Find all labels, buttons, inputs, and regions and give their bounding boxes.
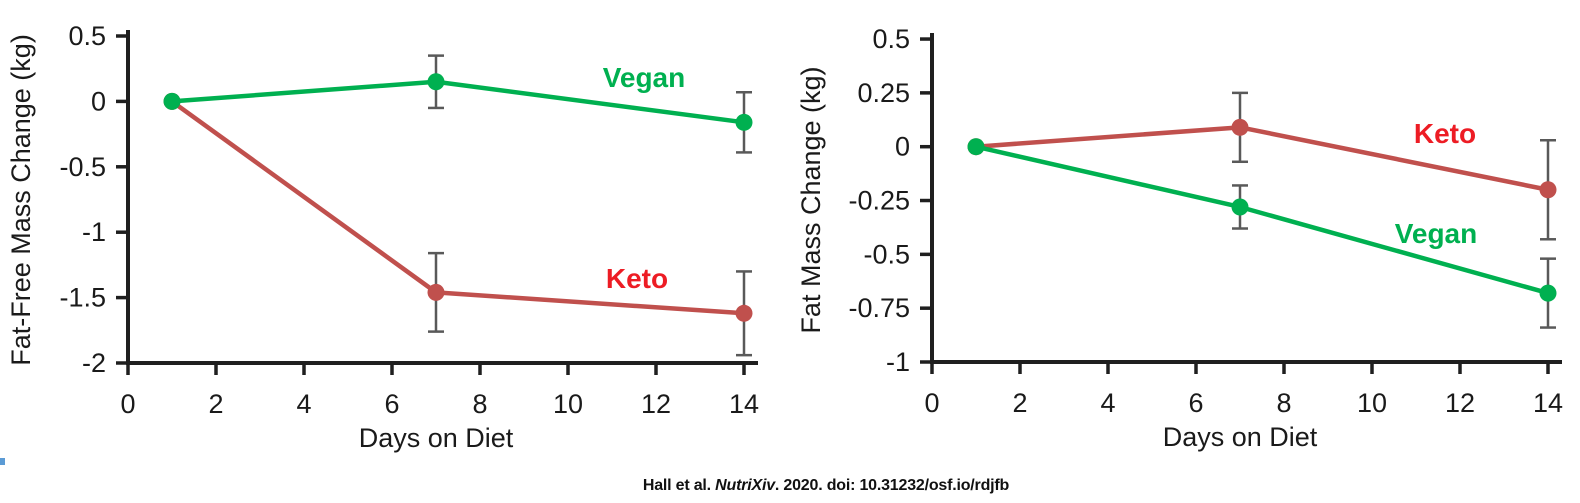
x-tick-label: 14 [729,389,759,419]
y-tick-label: -1 [886,347,910,377]
y-tick-label: -0.5 [59,152,106,182]
left-chart-fat-free-mass: 0.5 0 -0.5 -1 -1.5 -2 0 2 4 6 8 10 12 14 Fat-Free Mass… [6,21,759,453]
series-label-keto: Keto [606,263,668,294]
x-tick-label: 12 [641,389,671,419]
series-label-keto: Keto [1414,118,1476,149]
y-tick-label: 0.5 [872,24,910,54]
x-tick-label: 6 [1188,388,1203,418]
caption-journal: NutriXiv [715,477,775,494]
x-tick-label: 0 [120,389,135,419]
y-tick-label: -1.5 [59,283,106,313]
x-tick-label: 8 [472,389,487,419]
data-point-vegan-day1 [163,92,181,110]
y-tick-label: -0.25 [848,186,910,216]
data-point-keto-day14 [735,304,753,322]
x-axis-title: Days on Diet [359,423,514,453]
x-tick-label: 6 [384,389,399,419]
x-tick-label: 10 [1357,388,1387,418]
y-tick-label: 0 [895,132,910,162]
x-tick-label: 8 [1276,388,1291,418]
caption-authors: Hall et al. [642,477,716,494]
x-tick-label: 4 [1100,388,1115,418]
x-tick-label: 0 [924,388,939,418]
x-tick-label: 14 [1533,388,1563,418]
data-point-vegan-day7 [427,73,445,91]
y-axis-title: Fat Mass Change (kg) [796,66,826,333]
y-tick-label: 0.25 [857,78,910,108]
data-point-keto-day7 [427,283,445,301]
caption-doi: . 2020. doi: 10.31232/osf.io/rdjfb [774,477,1010,494]
y-tick-label: 0.5 [68,21,106,51]
y-tick-label: -0.75 [848,293,910,323]
y-tick-label: -0.5 [863,239,910,269]
y-tick-label: 0 [91,86,106,116]
data-point-keto-day14 [1539,181,1557,199]
x-tick-label: 4 [296,389,311,419]
data-point-vegan-day14 [1539,284,1557,302]
y-tick-label: -2 [82,348,106,378]
x-tick-label: 10 [553,389,583,419]
data-point-vegan-day1 [967,138,985,156]
x-tick-label: 2 [1012,388,1027,418]
figure-caption: Hall et al. NutriXiv. 2020. doi: 10.3123… [72,477,1580,495]
data-point-keto-day7 [1231,118,1249,136]
blue-artifact [0,458,5,465]
x-tick-label: 12 [1445,388,1475,418]
y-axis-title: Fat-Free Mass Change (kg) [6,34,36,366]
y-tick-label: -1 [82,217,106,247]
data-point-vegan-day7 [1231,198,1249,216]
x-axis-title: Days on Diet [1163,422,1318,452]
right-chart-fat-mass: 0.5 0.25 0 -0.25 -0.5 -0.75 -1 0 2 4 6 8 10 12 14 Fat M… [796,24,1563,452]
series-label-vegan: Vegan [1395,218,1477,249]
x-tick-label: 2 [208,389,223,419]
series-label-vegan: Vegan [603,62,685,93]
data-point-vegan-day14 [735,113,753,131]
